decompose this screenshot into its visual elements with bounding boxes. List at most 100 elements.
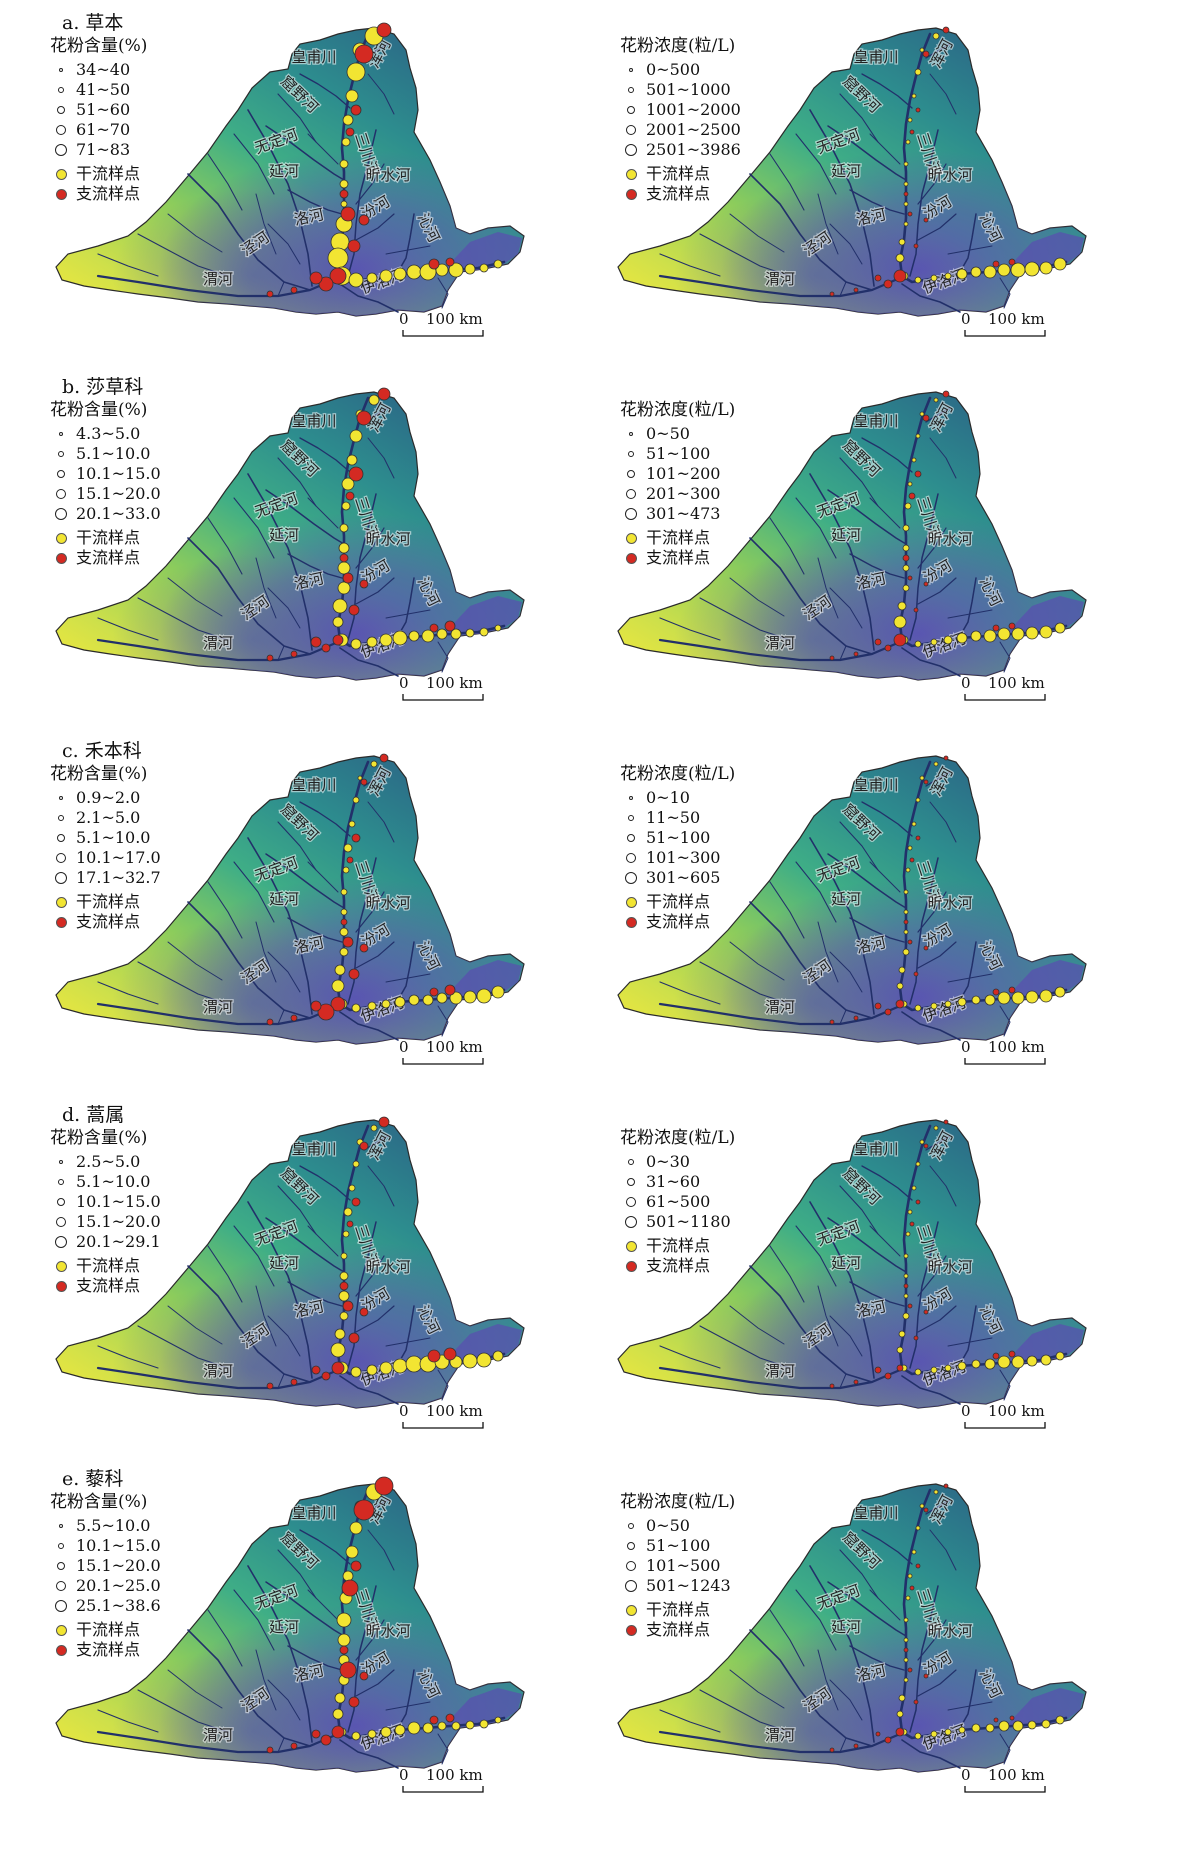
legend-size-symbol (626, 853, 636, 863)
mainstream-sample-point (340, 200, 348, 208)
tributary-sample-point (266, 1018, 274, 1026)
river-line (917, 577, 957, 605)
mainstream-sample-point (368, 394, 380, 406)
legend-class-label: 201~300 (646, 484, 721, 503)
river-line (749, 901, 873, 1019)
mainstream-sample-point (340, 908, 348, 916)
river-line (901, 283, 961, 313)
scale-bar: 0 100 km (399, 674, 484, 701)
legend-size-symbol (57, 1562, 65, 1570)
mainstream-sample-point (465, 1720, 475, 1730)
tributary-sample-point (348, 604, 360, 616)
river-line (795, 1225, 837, 1287)
river-line (367, 801, 395, 843)
river-line (959, 577, 977, 637)
legend-class-label: 0~50 (646, 1516, 690, 1535)
mainstream-sample-point (408, 994, 420, 1006)
tributary-sample-point (330, 996, 346, 1012)
river-line (307, 1225, 339, 1257)
legend-point-symbol (625, 1260, 637, 1272)
river-line (929, 437, 957, 479)
river-label: 昕水河 (365, 530, 410, 548)
legend-point-symbol (55, 1624, 67, 1636)
tributary-sample-point (874, 1002, 882, 1010)
mainstream-sample-point (479, 627, 489, 637)
mainstream-sample-point (914, 1732, 922, 1740)
river-line (397, 941, 415, 1001)
tributary-sample-point (346, 856, 354, 864)
legend-size-symbol (55, 872, 67, 884)
river-line (827, 489, 907, 545)
legend-class: 20.1~29.1 (50, 1232, 161, 1252)
legend-size-symbol (59, 796, 63, 800)
river-line (925, 771, 951, 787)
mainstream-sample-point (903, 909, 909, 915)
tributary-sample-point (348, 1696, 360, 1708)
mainstream-sample-point (919, 411, 925, 417)
mainstream-sample-point (944, 1000, 952, 1008)
legend-size-symbol (626, 1197, 636, 1207)
river-line (925, 407, 951, 423)
mainstream-sample-point (956, 268, 968, 280)
tributary-sample-point (923, 945, 929, 951)
river-line (437, 641, 449, 673)
legend-class-label: 51~100 (646, 444, 711, 463)
tributary-sample-point (359, 1671, 369, 1681)
river-line (167, 941, 223, 981)
river-line (795, 1589, 837, 1651)
mainstream-sample-point (898, 238, 906, 246)
legend-class: 0~30 (620, 1152, 735, 1172)
legend-size-symbol (55, 508, 67, 520)
river-label: 延河 (831, 526, 861, 544)
mainstream-sample-point (933, 1489, 939, 1495)
river-line (861, 801, 913, 837)
lowland-shading (56, 756, 524, 1044)
river-line (959, 1305, 977, 1365)
mainstream-sample-point (930, 1730, 938, 1738)
mainstream-sample-point (338, 1290, 350, 1302)
river-label: 渭河 (203, 1362, 233, 1380)
river-line (839, 1373, 847, 1389)
legend-class: 101~200 (620, 464, 735, 484)
legend-class: 10.1~17.0 (50, 848, 161, 868)
river-label: 延河 (269, 526, 299, 544)
mainstream-sample-point (341, 477, 355, 491)
legend-class-label: 101~500 (646, 1556, 721, 1575)
concentration-legend: 花粉浓度(粒/L) 0~30 31~60 61~500 501~1180 干流样点 支流样点 (620, 1128, 735, 1276)
river-line (817, 557, 839, 619)
mainstream-sample-point (903, 1657, 909, 1663)
legend-size-symbol (58, 1179, 64, 1185)
mainstream-sample-point (1053, 257, 1067, 271)
river-label: 延河 (831, 890, 861, 908)
tributary-sample-point (444, 984, 456, 996)
tributary-sample-point (321, 1371, 331, 1381)
legend-class: 20.1~33.0 (50, 504, 161, 524)
mainstream-sample-point (1025, 626, 1039, 640)
river-line (729, 941, 785, 981)
tributary-sample-point (350, 104, 362, 116)
tributary-sample-point (943, 755, 949, 761)
river-line (959, 1669, 977, 1729)
mainstream-legend-item: 干流样点 (620, 164, 741, 184)
river-line (925, 43, 951, 59)
river-line (247, 473, 313, 651)
river-line (355, 1255, 385, 1297)
tributary-sample-point (1009, 1715, 1015, 1721)
river-label: 渭河 (203, 270, 233, 288)
legend-class-label: 2.1~5.0 (76, 808, 141, 827)
river-line (999, 641, 1011, 673)
tributary-sample-point (893, 633, 907, 647)
legend-title: 花粉含量(%) (50, 764, 148, 784)
tributary-sample-point (903, 1647, 909, 1653)
tributary-sample-point (427, 1349, 441, 1363)
tributary-sample-point (348, 1332, 360, 1344)
mainstream-sample-point (905, 1231, 911, 1237)
tributary-legend-item: 支流样点 (620, 1620, 735, 1640)
legend-class-label: 15.1~20.0 (76, 484, 161, 503)
percentage-legend: 花粉含量(%) 5.5~10.0 10.1~15.0 15.1~20.0 20.1~25… (50, 1492, 161, 1660)
river-line (769, 153, 805, 211)
river-label: 昕水河 (927, 894, 972, 912)
river-line (299, 801, 351, 837)
tributary-sample-point (359, 579, 369, 589)
legend-point-symbol (55, 552, 67, 564)
